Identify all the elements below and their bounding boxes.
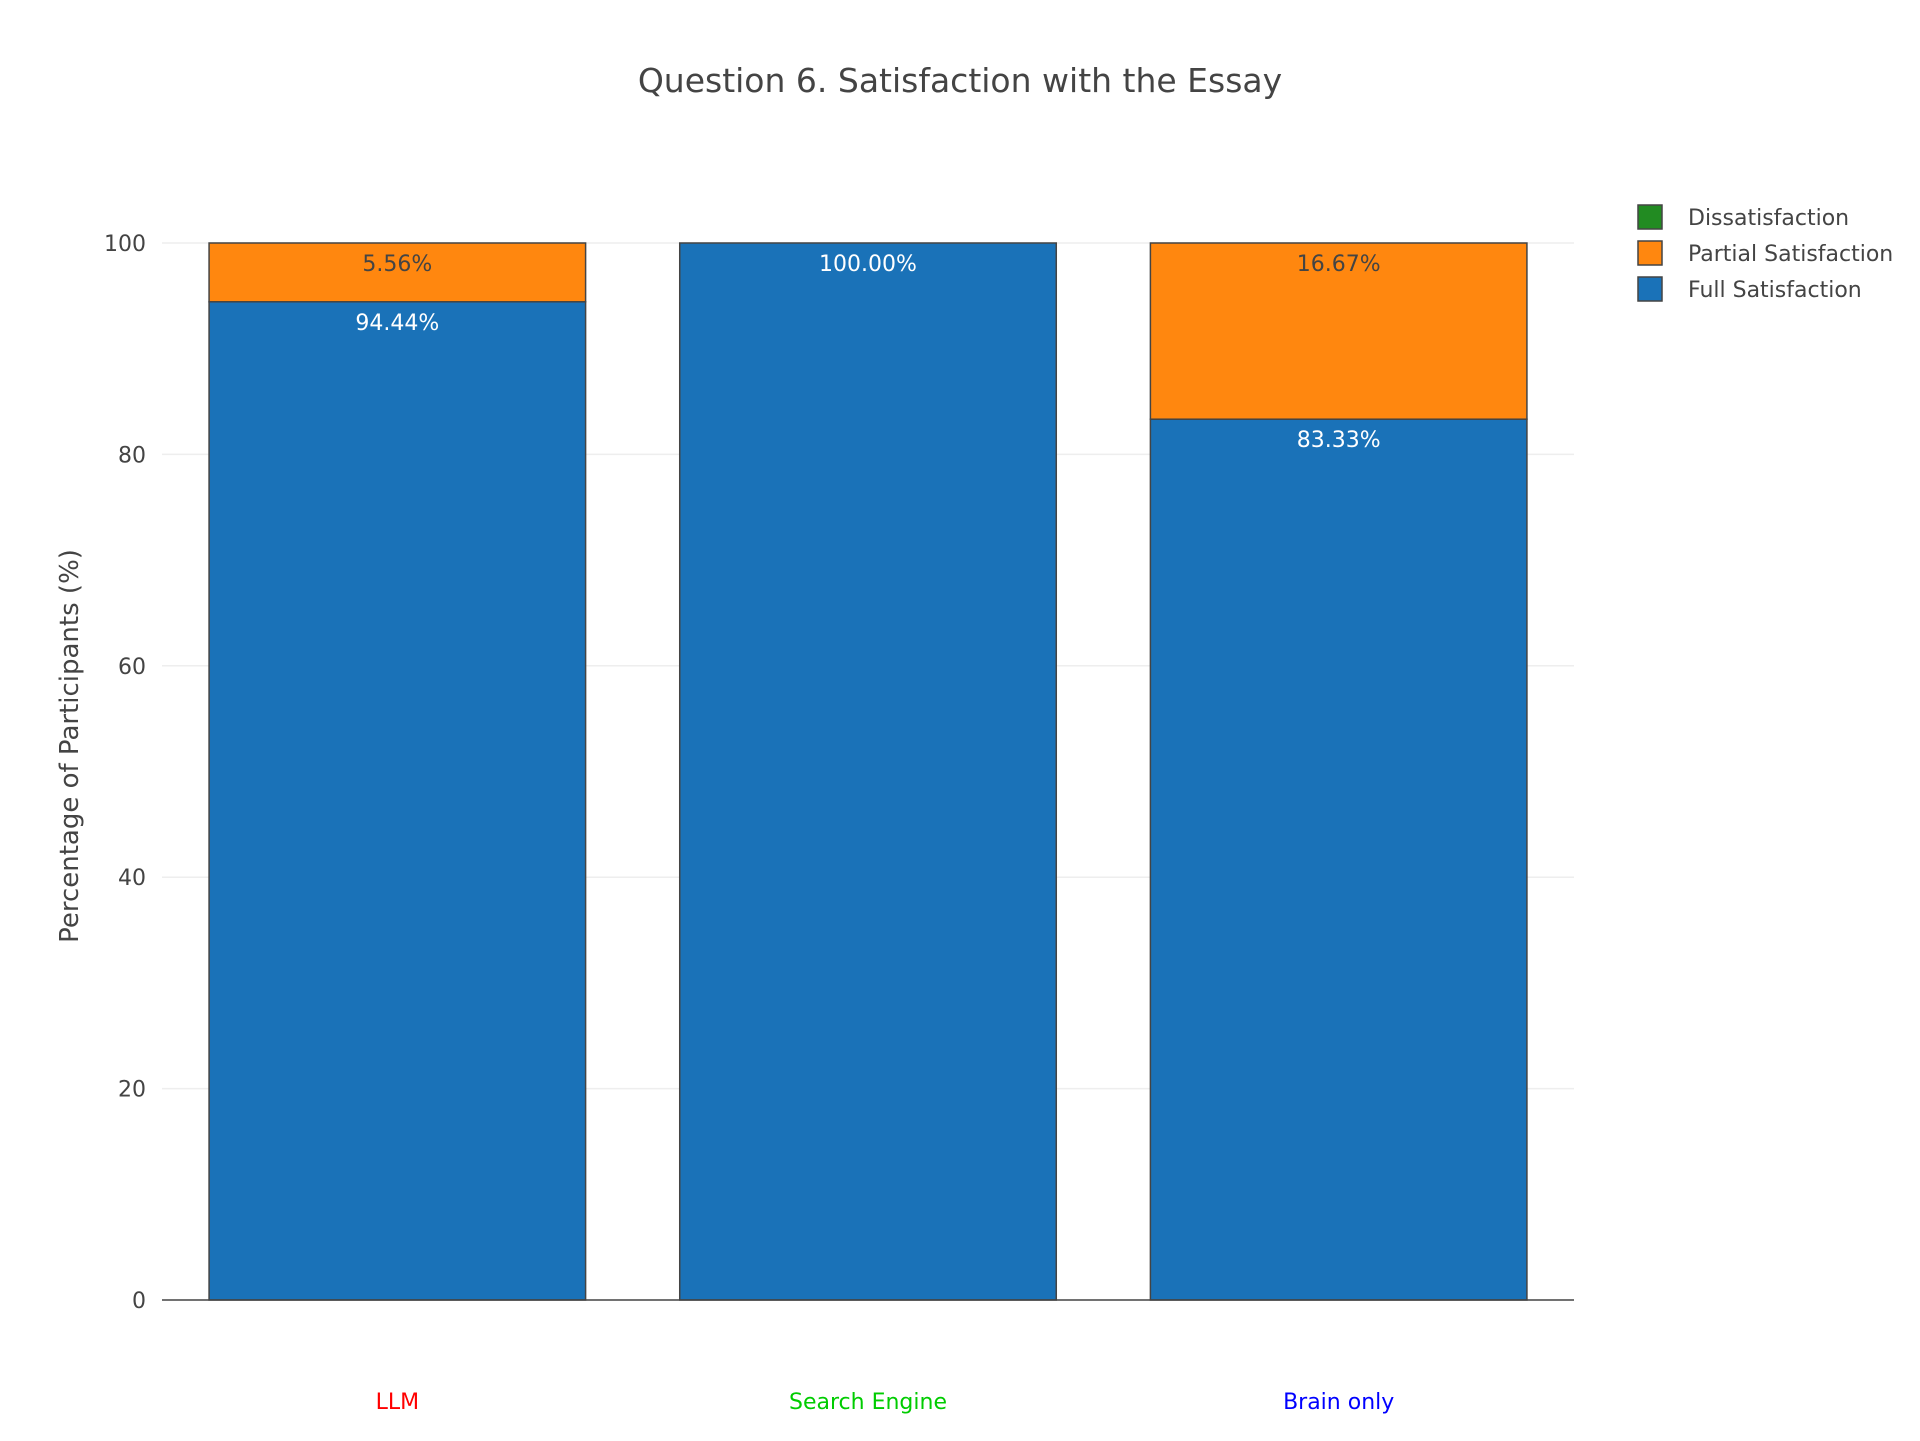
x-category-label: Brain only bbox=[1283, 1390, 1394, 1415]
legend-item-full-satisfaction[interactable]: Full Satisfaction bbox=[1637, 276, 1862, 303]
legend-swatch bbox=[1637, 204, 1663, 230]
data-label: 16.67% bbox=[1297, 252, 1381, 277]
x-axis-categories: LLM Search Engine Brain only bbox=[376, 1390, 1395, 1415]
bar-full-satisfaction-llm bbox=[208, 301, 587, 1301]
y-tick-label: 80 bbox=[118, 443, 146, 468]
y-tick-label: 100 bbox=[104, 232, 146, 257]
data-label: 83.33% bbox=[1297, 428, 1381, 453]
bar-full-satisfaction-search-engine bbox=[678, 242, 1058, 1301]
y-tick-label: 0 bbox=[132, 1289, 146, 1314]
chart-title: Question 6. Satisfaction with the Essay bbox=[638, 61, 1282, 100]
y-axis-label: Percentage of Participants (%) bbox=[55, 549, 85, 943]
x-category-label: LLM bbox=[376, 1390, 420, 1415]
legend-swatch bbox=[1637, 276, 1663, 302]
legend-label: Dissatisfaction bbox=[1688, 206, 1849, 231]
legend-label: Full Satisfaction bbox=[1688, 278, 1862, 303]
y-tick-label: 40 bbox=[118, 866, 146, 891]
y-tick-label: 60 bbox=[118, 655, 146, 680]
legend-item-dissatisfaction[interactable]: Dissatisfaction bbox=[1637, 204, 1849, 231]
bars-layer bbox=[208, 242, 1528, 1301]
x-category-label: Search Engine bbox=[789, 1390, 947, 1415]
legend-item-partial-satisfaction[interactable]: Partial Satisfaction bbox=[1637, 240, 1893, 267]
bar-full-satisfaction-brain-only bbox=[1149, 418, 1528, 1301]
y-axis-ticks: 0 20 40 60 80 100 bbox=[104, 232, 146, 1314]
legend[interactable]: Dissatisfaction Partial Satisfaction Full … bbox=[1637, 204, 1893, 303]
data-label: 5.56% bbox=[362, 252, 432, 277]
bar-partial-satisfaction-brain-only bbox=[1149, 242, 1528, 420]
bar-partial-satisfaction-llm bbox=[208, 242, 587, 303]
legend-label: Partial Satisfaction bbox=[1688, 242, 1893, 267]
data-label: 94.44% bbox=[355, 311, 439, 336]
legend-swatch bbox=[1637, 240, 1663, 266]
data-labels: 94.44% 5.56% 100.00% 83.33% 16.67% bbox=[355, 252, 1380, 453]
data-label: 100.00% bbox=[819, 252, 917, 277]
y-tick-label: 20 bbox=[118, 1078, 146, 1103]
